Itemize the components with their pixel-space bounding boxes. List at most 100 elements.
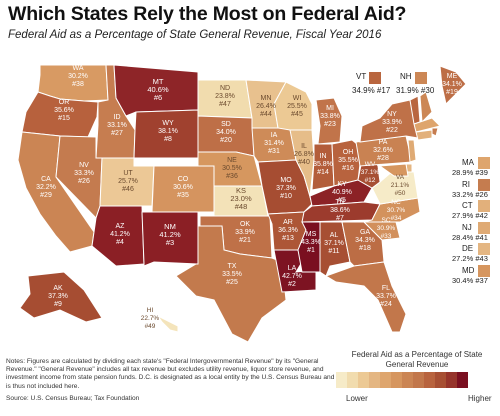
state-sc-value: 30.9%: [377, 225, 396, 232]
state-ia-rank: #31: [268, 148, 280, 155]
state-ky-value: 40.9%: [332, 189, 352, 196]
ne-de-value: 27.2% #43: [452, 254, 488, 263]
state-ut-value: 25.7%: [118, 178, 138, 185]
state-me: [439, 65, 467, 105]
state-in: [311, 143, 335, 191]
state-fl-rank: #24: [380, 301, 392, 308]
state-tx: [175, 225, 287, 343]
state-pa-value: 32.6%: [373, 147, 393, 154]
state-me-abbr: ME: [447, 73, 458, 80]
state-ma: [413, 117, 441, 133]
state-la-value: 42.7%: [282, 273, 302, 280]
state-ar-abbr: AR: [283, 219, 293, 226]
state-mi-rank: #23: [324, 121, 336, 128]
state-or-abbr: OR: [59, 99, 70, 106]
state-il-abbr: IL: [301, 143, 307, 150]
state-me-value: 34.1%: [442, 81, 462, 88]
state-ok-value: 33.9%: [235, 229, 255, 236]
ne-ct-name: CT: [462, 201, 473, 210]
state-or-rank: #15: [58, 115, 70, 122]
callout-vt-name: VT: [356, 72, 367, 81]
state-sd-value: 34.0%: [216, 129, 236, 136]
callout-nh-name: NH: [400, 72, 412, 81]
state-ny-value: 33.9%: [382, 119, 402, 126]
state-co-value: 30.6%: [173, 184, 193, 191]
state-pa-rank: #28: [377, 155, 389, 162]
state-fl-abbr: FL: [382, 285, 390, 292]
state-sd-abbr: SD: [221, 121, 231, 128]
legend-step-5: [380, 372, 391, 388]
state-in-rank: #14: [317, 169, 329, 176]
state-oh-value: 35.5%: [338, 157, 358, 164]
state-mo-abbr: MO: [280, 177, 292, 184]
state-tn-abbr: TN: [335, 199, 344, 206]
state-nd-abbr: ND: [220, 85, 230, 92]
state-ms-rank: #1: [307, 247, 315, 254]
state-in-value: 35.8%: [313, 161, 333, 168]
ne-nj-swatch: [478, 221, 490, 234]
callout-nh-value: 31.9%: [396, 86, 419, 95]
state-id-rank: #27: [111, 130, 123, 137]
ne-ct-swatch: [478, 200, 490, 212]
state-ky-rank: #5: [338, 197, 346, 204]
callout-nh-swatch: [415, 72, 427, 84]
state-sd-rank: #20: [220, 137, 232, 144]
state-nj: [407, 139, 417, 163]
state-sc-rank: #33: [381, 233, 392, 240]
state-fl-value: 33.7%: [376, 293, 396, 300]
notes-block: Notes: Figures are calculated by dividin…: [6, 358, 336, 403]
ne-md-swatch: [478, 264, 490, 277]
state-va-rank: #50: [395, 190, 406, 197]
state-ga-value: 34.3%: [355, 237, 375, 244]
state-wv-value: 37.1%: [361, 169, 380, 176]
state-mn-abbr: MN: [261, 95, 272, 102]
state-nd-value: 23.8%: [215, 93, 235, 100]
state-mn-rank: #44: [260, 111, 272, 118]
state-wy-rank: #8: [164, 136, 172, 143]
state-ny-rank: #22: [386, 127, 398, 134]
state-az-rank: #4: [116, 239, 124, 246]
state-la-abbr: LA: [288, 265, 297, 272]
state-ks-abbr: KS: [236, 186, 246, 195]
callout-vt-value: 34.9%: [352, 86, 375, 95]
notes-text: Notes: Figures are calculated by dividin…: [6, 358, 335, 390]
legend-step-10: [435, 372, 446, 388]
ne-ma-value: 28.9% #39: [452, 168, 488, 177]
state-wa-value: 30.2%: [68, 73, 88, 80]
state-mt-rank: #6: [154, 93, 162, 102]
state-mo-rank: #10: [280, 193, 292, 200]
state-al-value: 37.1%: [324, 240, 344, 247]
state-nc-abbr: NC: [391, 199, 401, 206]
state-ut-abbr: UT: [123, 170, 133, 177]
state-ks-value: 23.0%: [230, 194, 252, 203]
state-ak-rank: #9: [54, 301, 62, 308]
state-hi-abbr: HI: [147, 307, 154, 314]
state-al-abbr: AL: [330, 232, 339, 239]
state-va-abbr: VA: [396, 174, 405, 181]
state-nv-rank: #26: [78, 178, 90, 185]
state-mo-value: 37.3%: [276, 185, 296, 192]
state-wi-value: 25.5%: [287, 103, 307, 110]
state-ne-value: 30.5%: [222, 165, 242, 172]
state-ri: [431, 127, 439, 137]
state-tn-value: 38.6%: [330, 207, 350, 214]
state-wv-rank: #12: [365, 177, 376, 184]
state-nh: [419, 91, 433, 124]
state-ms-value: 43.3%: [301, 239, 321, 246]
state-ar-rank: #13: [282, 235, 294, 242]
state-ca-rank: #29: [40, 192, 52, 199]
state-in-abbr: IN: [320, 153, 327, 160]
state-ia-abbr: IA: [271, 132, 278, 139]
ne-ri-name: RI: [462, 179, 470, 189]
state-nm-value: 41.2%: [159, 230, 181, 239]
legend-step-2: [347, 372, 358, 388]
state-tn-rank: #7: [336, 215, 344, 222]
legend-title: Federal Aid as a Percentage of State Gen…: [351, 350, 483, 369]
state-ny-abbr: NY: [387, 111, 397, 118]
state-mi-value: 33.8%: [320, 113, 340, 120]
state-id-abbr: ID: [114, 114, 121, 121]
state-nc-rank: #34: [391, 215, 402, 222]
ne-md-value: 30.4% #37: [452, 275, 488, 285]
state-wy: [133, 109, 199, 159]
